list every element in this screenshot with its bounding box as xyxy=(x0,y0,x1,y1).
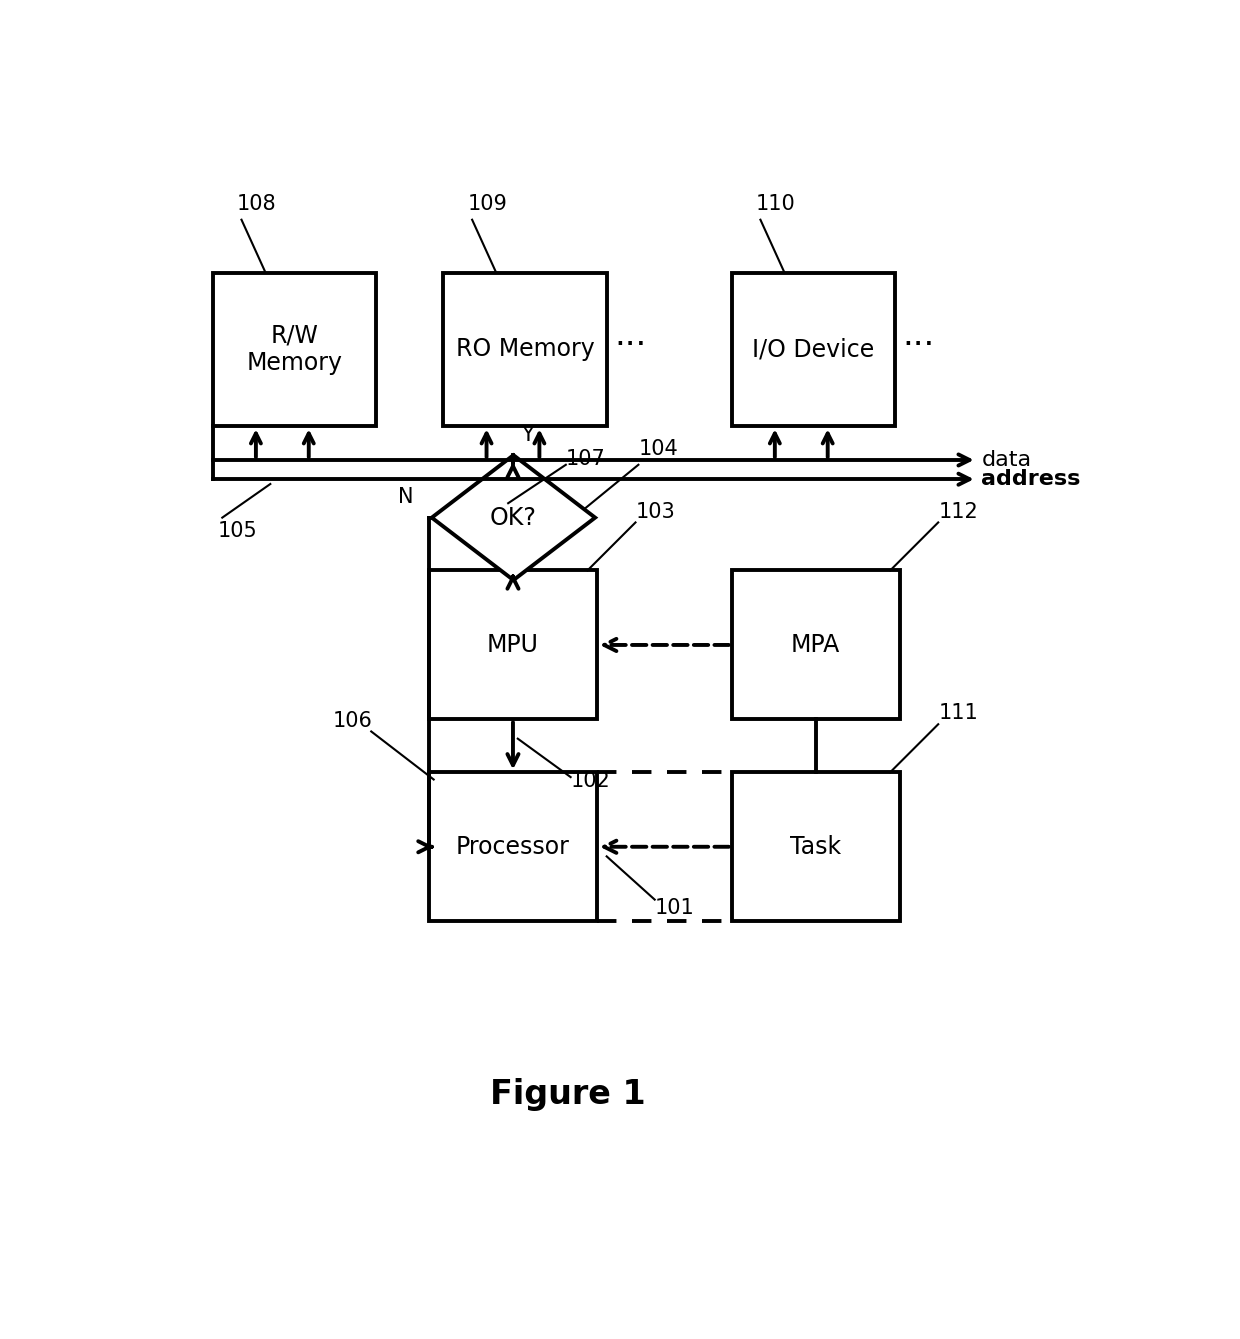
Text: N: N xyxy=(398,487,414,507)
Text: 103: 103 xyxy=(635,502,676,522)
Text: R/W
Memory: R/W Memory xyxy=(247,324,342,375)
Text: MPA: MPA xyxy=(791,633,841,657)
Text: 110: 110 xyxy=(755,194,795,214)
Text: 105: 105 xyxy=(217,521,257,541)
Bar xyxy=(732,273,895,426)
Text: 111: 111 xyxy=(939,703,978,723)
Text: Processor: Processor xyxy=(456,834,570,858)
Text: OK?: OK? xyxy=(490,506,537,530)
Text: Figure 1: Figure 1 xyxy=(490,1078,646,1111)
Text: 104: 104 xyxy=(639,439,678,459)
Text: 102: 102 xyxy=(570,771,610,791)
Text: Task: Task xyxy=(790,834,841,858)
Text: address: address xyxy=(982,469,1081,489)
Text: ...: ... xyxy=(903,319,935,352)
Text: ...: ... xyxy=(615,319,647,352)
Text: 107: 107 xyxy=(565,449,605,469)
Text: RO Memory: RO Memory xyxy=(455,337,594,362)
Text: 112: 112 xyxy=(939,502,978,522)
Text: Y: Y xyxy=(521,424,534,445)
Bar xyxy=(732,773,900,921)
Text: 108: 108 xyxy=(237,194,277,214)
Bar xyxy=(444,273,606,426)
Bar xyxy=(429,570,596,719)
Text: data: data xyxy=(982,450,1032,470)
Text: MPU: MPU xyxy=(487,633,539,657)
Text: 106: 106 xyxy=(332,711,373,731)
Text: I/O Device: I/O Device xyxy=(753,337,874,362)
Bar xyxy=(429,773,596,921)
Bar xyxy=(213,273,376,426)
Text: 109: 109 xyxy=(467,194,507,214)
Bar xyxy=(732,570,900,719)
Text: 101: 101 xyxy=(655,898,694,919)
Polygon shape xyxy=(432,455,595,580)
